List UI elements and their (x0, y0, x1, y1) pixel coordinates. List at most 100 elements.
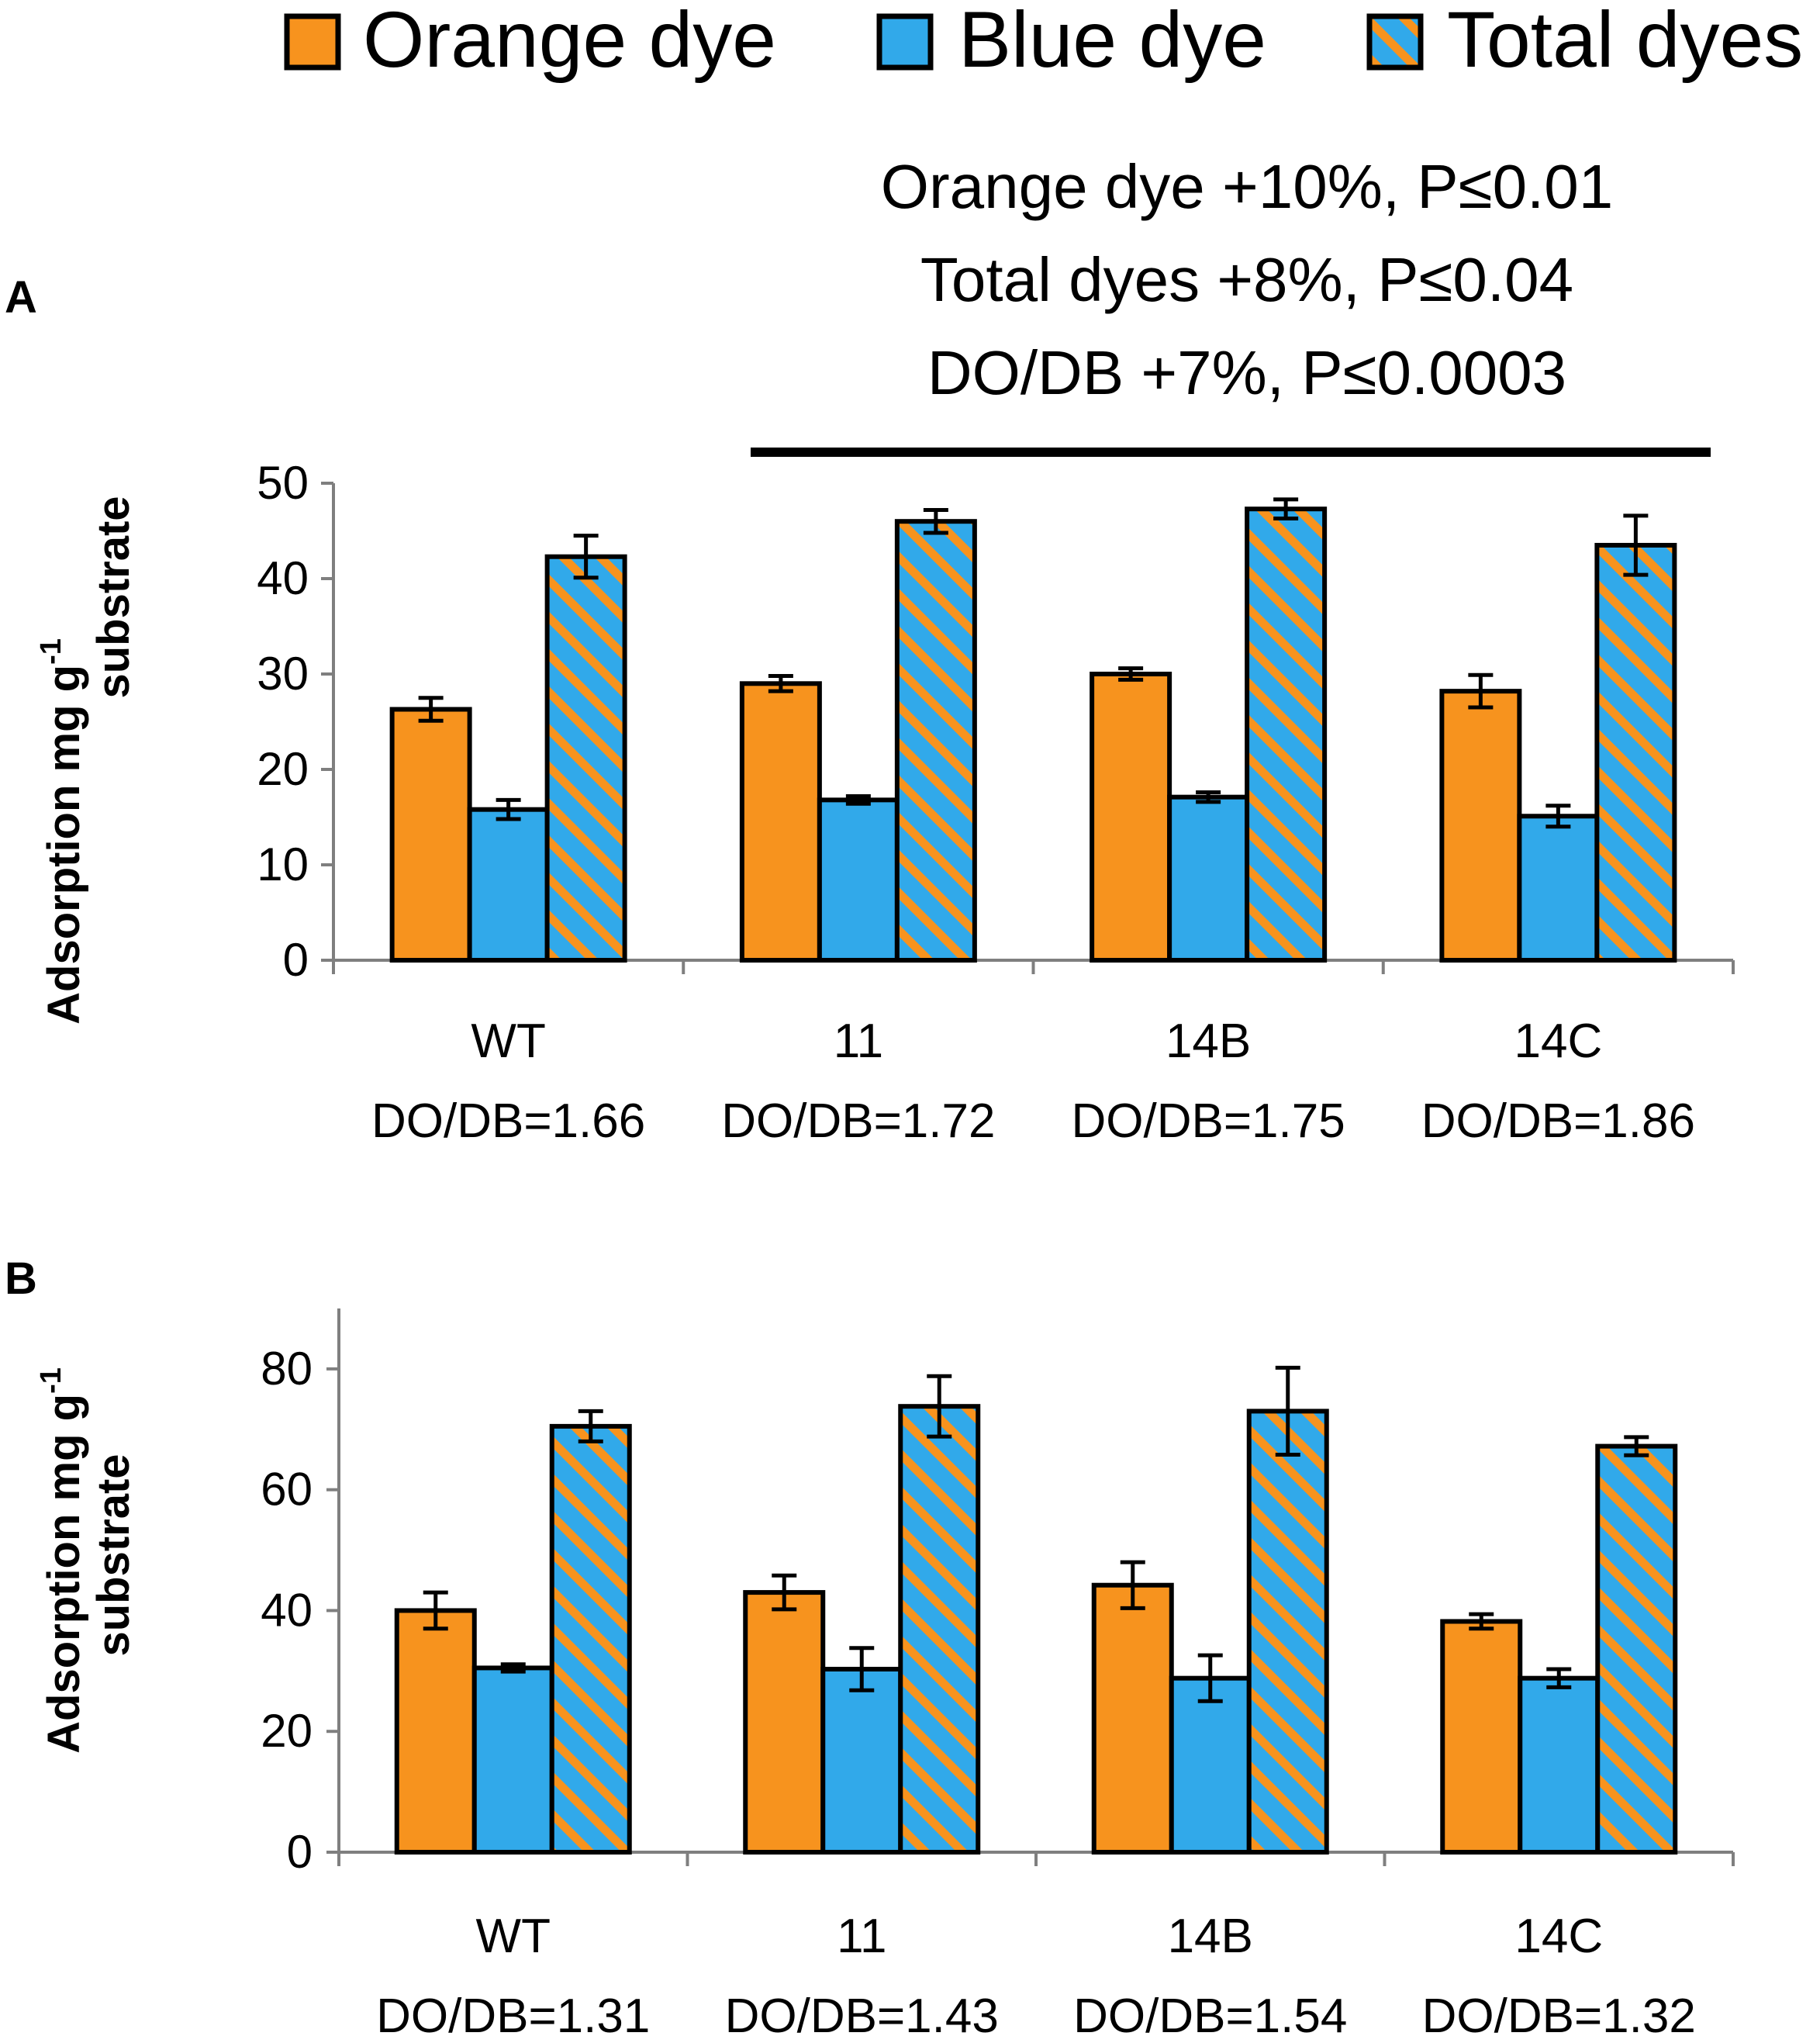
y-axis-label-b-line1: Adsorption mg g (39, 1394, 89, 1754)
category-label-b-1: 11 (837, 1910, 886, 1963)
legend: Orange dye Blue dye Total dyes (284, 0, 1803, 84)
error-bar-a-blue-2 (1196, 790, 1221, 804)
y-tick-label-b-4: 80 (261, 1343, 313, 1395)
bar-a-blue-0 (467, 807, 550, 963)
bar-a-total-3 (1594, 542, 1677, 963)
bar-b-total-0 (549, 1423, 632, 1855)
error-bar-b-orange-1 (772, 1573, 797, 1612)
legend-swatch-blue (876, 13, 934, 71)
error-bar-b-blue-2 (1197, 1653, 1223, 1703)
error-bar-b-orange-3 (1469, 1612, 1494, 1631)
legend-swatch-total (1366, 13, 1424, 71)
bar-b-total-2 (1246, 1409, 1329, 1855)
error-bar-b-orange-0 (423, 1590, 448, 1631)
bar-a-blue-3 (1517, 814, 1600, 963)
y-tick-label-a-0: 0 (283, 934, 309, 986)
error-bar-b-orange-2 (1120, 1560, 1145, 1610)
error-bar-b-total-0 (578, 1409, 603, 1443)
bar-a-total-2 (1245, 506, 1328, 963)
legend-label-total: Total dyes (1447, 0, 1803, 84)
legend-item-orange: Orange dye (284, 0, 776, 84)
category-label-a-1: 11 (834, 1015, 883, 1068)
bar-a-orange-1 (739, 681, 822, 963)
error-bar-a-orange-2 (1118, 666, 1144, 682)
y-tick-label-a-3: 30 (257, 648, 309, 700)
bar-b-blue-2 (1169, 1675, 1252, 1855)
category-sublabel-a-1: DO/DB=1.72 (721, 1094, 995, 1148)
bar-b-blue-1 (820, 1666, 903, 1855)
error-bar-a-total-3 (1623, 513, 1649, 577)
legend-label-orange: Orange dye (363, 0, 776, 84)
y-axis-label-b-2: substrate (88, 1454, 139, 1656)
error-bar-a-orange-3 (1468, 672, 1494, 710)
bar-a-orange-3 (1439, 689, 1522, 963)
y-axis-label-b-sup: -1 (35, 1367, 67, 1394)
bar-b-blue-3 (1518, 1675, 1601, 1855)
svg-text:Adsorption mg g-1: Adsorption mg g-1 (35, 1367, 89, 1754)
y-tick-label-a-4: 40 (257, 552, 309, 604)
y-tick-label-b-1: 20 (261, 1705, 313, 1757)
significance-annotation: Orange dye +10%, P≤0.01 Total dyes +8%, … (751, 152, 1711, 457)
y-axis-label-a-line1: Adsorption mg g (39, 665, 89, 1025)
category-label-b-0: WT (476, 1910, 551, 1963)
y-tick-label-b-0: 0 (287, 1826, 313, 1878)
bar-b-orange-1 (743, 1590, 826, 1855)
y-axis-label-b-line2: substrate (88, 1454, 139, 1656)
error-bar-a-total-1 (923, 507, 948, 535)
annotation-line-3: DO/DB +7%, P≤0.0003 (927, 338, 1566, 407)
category-label-a-2: 14B (1166, 1015, 1251, 1068)
error-bar-a-orange-1 (768, 673, 793, 693)
error-bar-a-blue-0 (496, 797, 521, 821)
category-label-a-3: 14C (1514, 1015, 1603, 1068)
category-sublabel-b-3: DO/DB=1.32 (1422, 1989, 1696, 2043)
error-bar-a-total-0 (573, 534, 599, 580)
error-bar-b-total-2 (1275, 1365, 1300, 1457)
error-bar-b-total-3 (1624, 1435, 1649, 1457)
panel-letter-b: B (5, 1253, 37, 1304)
y-tick-label-b-2: 40 (261, 1584, 313, 1636)
legend-label-blue: Blue dye (958, 0, 1266, 84)
y-axis-label-a-2: substrate (88, 496, 139, 698)
bar-a-total-1 (894, 519, 977, 963)
bar-a-orange-0 (389, 707, 472, 963)
error-bar-a-total-2 (1273, 497, 1299, 521)
legend-item-blue: Blue dye (876, 0, 1266, 84)
bar-a-blue-2 (1167, 794, 1250, 963)
plot-area-b: 0 20 40 60 80 WT DO/DB=1.31 11 DO/DB=1.43 14B DO/D… (261, 1308, 1735, 2043)
category-sublabel-b-2: DO/DB=1.54 (1073, 1989, 1347, 2043)
panel-letter-a: A (5, 272, 37, 323)
svg-text:Adsorption mg g-1: Adsorption mg g-1 (35, 638, 89, 1025)
y-axis-label-a: Adsorption mg g-1 (35, 638, 89, 1025)
category-sublabel-b-1: DO/DB=1.43 (725, 1989, 999, 2043)
legend-item-total: Total dyes (1366, 0, 1803, 84)
error-bar-b-total-1 (927, 1374, 952, 1439)
legend-swatch-orange (284, 13, 341, 71)
category-sublabel-b-0: DO/DB=1.31 (376, 1989, 650, 2043)
y-axis-label-b: Adsorption mg g-1 (35, 1367, 89, 1754)
panel-a: A Adsorption mg g-1 substrate 0 10 20 30 40 5… (5, 272, 1735, 1148)
bar-b-total-1 (898, 1404, 981, 1855)
error-bar-b-blue-3 (1546, 1667, 1572, 1689)
category-label-b-3: 14C (1514, 1910, 1603, 1963)
category-sublabel-a-0: DO/DB=1.66 (371, 1094, 645, 1148)
error-bar-a-blue-3 (1545, 804, 1571, 829)
y-tick-label-b-3: 60 (261, 1464, 313, 1516)
annotation-line-1: Orange dye +10%, P≤0.01 (881, 152, 1614, 221)
error-bar-a-blue-1 (845, 793, 871, 806)
category-label-b-2: 14B (1168, 1910, 1253, 1963)
category-sublabel-a-2: DO/DB=1.75 (1072, 1094, 1345, 1148)
bar-b-orange-3 (1440, 1619, 1523, 1855)
y-tick-label-a-1: 10 (257, 838, 309, 890)
category-label-a-0: WT (471, 1015, 545, 1068)
bar-b-total-3 (1595, 1443, 1678, 1855)
y-axis-label-a-line2: substrate (88, 496, 139, 698)
bar-b-blue-0 (471, 1665, 554, 1855)
error-bar-a-orange-0 (418, 696, 444, 723)
annotation-line-2: Total dyes +8%, P≤0.04 (920, 245, 1573, 314)
plot-area-a: 0 10 20 30 40 50 WT DO/DB=1.66 11 DO/DB=1.72 14B DO… (257, 457, 1735, 1148)
bar-a-orange-2 (1090, 672, 1172, 963)
bar-b-orange-2 (1091, 1582, 1174, 1855)
error-bar-b-blue-0 (500, 1662, 526, 1674)
category-sublabel-a-3: DO/DB=1.86 (1421, 1094, 1695, 1148)
